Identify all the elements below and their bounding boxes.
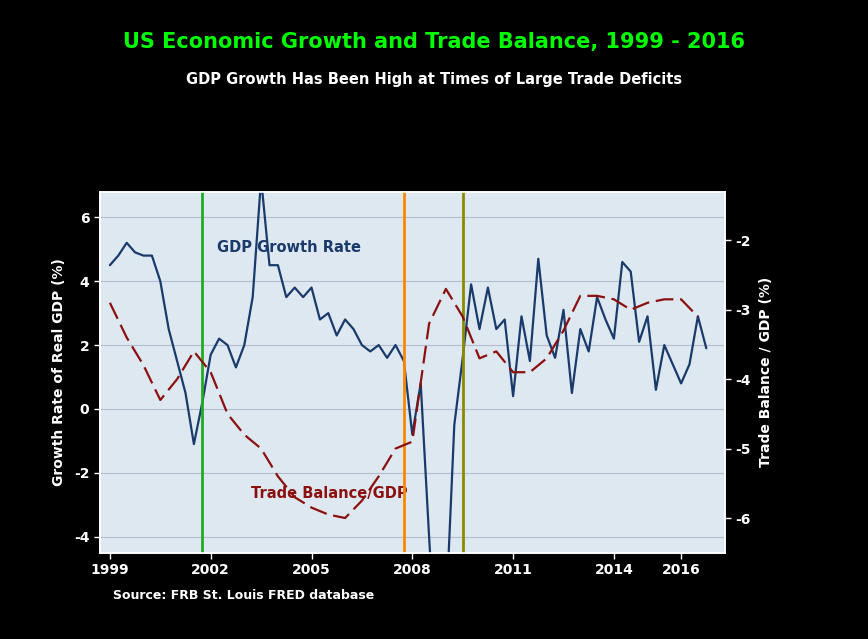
Text: Trade Balance/GDP: Trade Balance/GDP [251, 486, 408, 502]
Text: Source: FRB St. Louis FRED database: Source: FRB St. Louis FRED database [113, 589, 374, 602]
Y-axis label: Growth Rate of Real GDP (%): Growth Rate of Real GDP (%) [51, 258, 66, 486]
Text: GDP Growth Has Been High at Times of Large Trade Deficits: GDP Growth Has Been High at Times of Lar… [186, 72, 682, 88]
Text: GDP Growth Rate: GDP Growth Rate [217, 240, 361, 256]
Y-axis label: Trade Balance / GDP (%): Trade Balance / GDP (%) [759, 277, 773, 467]
Text: US Economic Growth and Trade Balance, 1999 - 2016: US Economic Growth and Trade Balance, 19… [123, 31, 745, 52]
